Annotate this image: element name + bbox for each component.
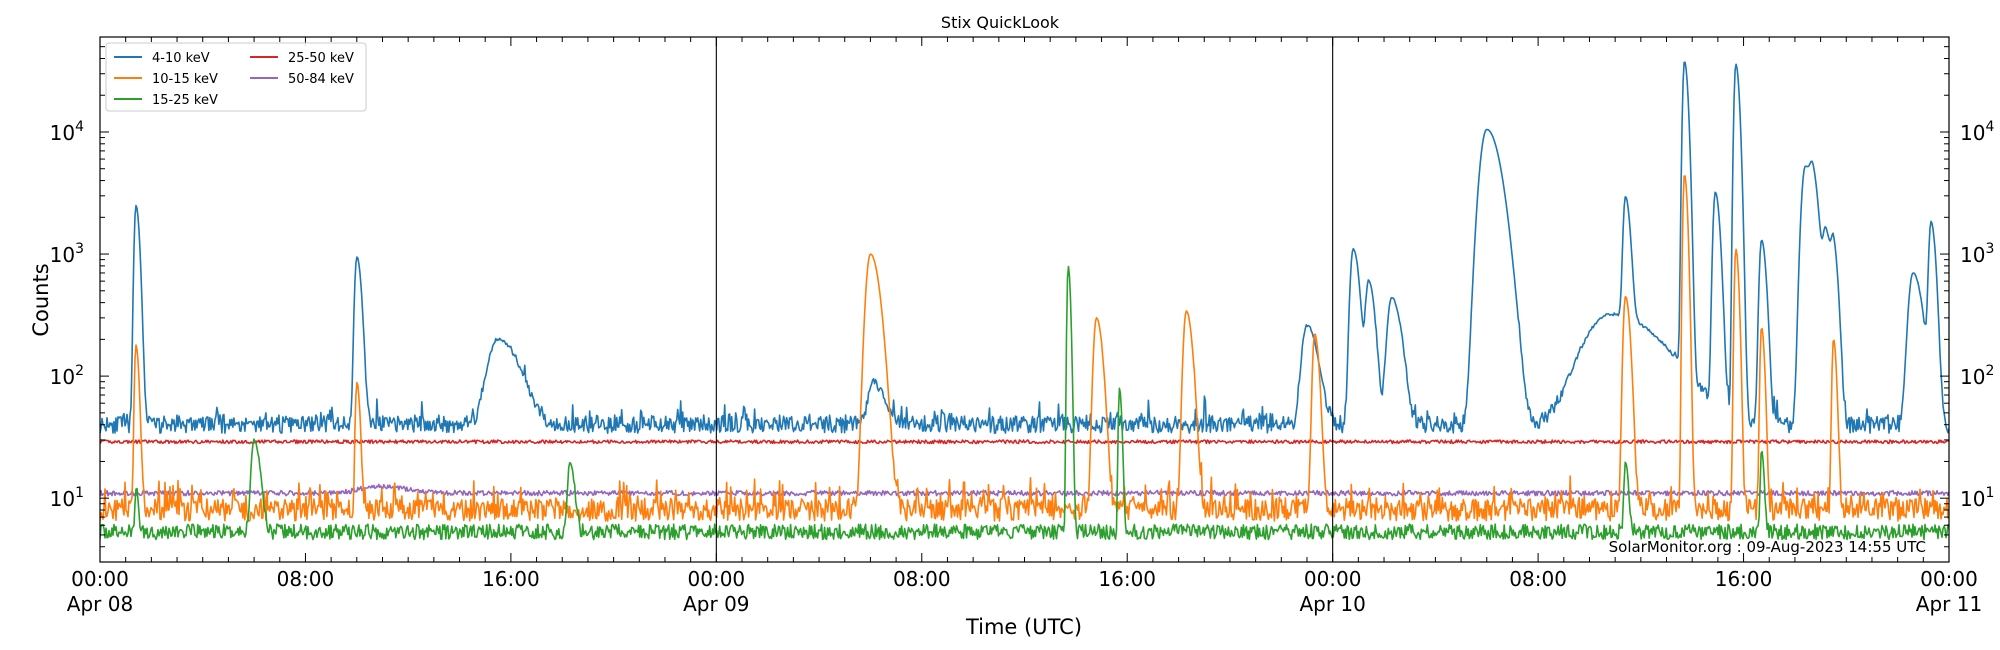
series-layer xyxy=(100,61,1949,541)
x-tick-date-label: Apr 08 xyxy=(67,592,133,616)
legend-label: 50-84 keV xyxy=(288,72,354,87)
x-axis-label: Time (UTC) xyxy=(965,615,1082,639)
day-separators xyxy=(715,37,1334,562)
x-tick-time-label: 00:00 xyxy=(71,567,129,591)
x-tick-date-label: Apr 10 xyxy=(1299,592,1365,616)
series-line-10-15-kev xyxy=(100,175,1949,522)
legend-label: 25-50 keV xyxy=(288,51,354,66)
x-tick-time-label: 16:00 xyxy=(1715,567,1773,591)
series-line-15-25-kev xyxy=(100,265,1949,541)
x-tick-time-label: 00:00 xyxy=(1304,567,1362,591)
x-tick-date-label: Apr 09 xyxy=(683,592,749,616)
y-tick-label-left: 101 xyxy=(50,485,84,511)
x-tick-time-label: 00:00 xyxy=(1920,567,1978,591)
y-tick-label-right: 103 xyxy=(1960,241,1994,267)
x-tick-time-label: 16:00 xyxy=(1098,567,1156,591)
x-tick-time-label: 08:00 xyxy=(277,567,335,591)
credit-text: SolarMonitor.org : 09-Aug-2023 14:55 UTC xyxy=(1609,538,1926,556)
y-axis-label: Counts xyxy=(29,263,53,336)
legend-label: 10-15 keV xyxy=(152,72,218,87)
y-tick-label-right: 102 xyxy=(1960,363,1994,389)
plot-frame xyxy=(99,36,1950,563)
y-tick-label-left: 103 xyxy=(50,241,84,267)
legend-label: 4-10 keV xyxy=(152,51,210,66)
legend-label: 15-25 keV xyxy=(152,93,218,108)
y-tick-label-left: 104 xyxy=(50,119,84,145)
series-line-4-10-kev xyxy=(100,61,1949,435)
y-tick-label-right: 104 xyxy=(1960,119,1994,145)
series-line-25-50-kev xyxy=(100,439,1949,445)
legend: 4-10 keV 10-15 keV 15-25 keV 25-50 keV 50-84… xyxy=(105,42,367,112)
y-axis: 101 101 102 102 103 103 104 104 xyxy=(50,36,1994,563)
legend-box xyxy=(105,42,367,112)
chart-title: Stix QuickLook xyxy=(941,13,1060,32)
x-tick-time-label: 08:00 xyxy=(1509,567,1567,591)
y-tick-label-left: 102 xyxy=(50,363,84,389)
x-tick-time-label: 08:00 xyxy=(893,567,951,591)
x-tick-time-label: 16:00 xyxy=(482,567,540,591)
x-tick-date-label: Apr 11 xyxy=(1916,592,1982,616)
y-tick-label-right: 101 xyxy=(1960,485,1994,511)
x-tick-time-label: 00:00 xyxy=(688,567,746,591)
series-line-50-84-kev xyxy=(100,483,1949,497)
